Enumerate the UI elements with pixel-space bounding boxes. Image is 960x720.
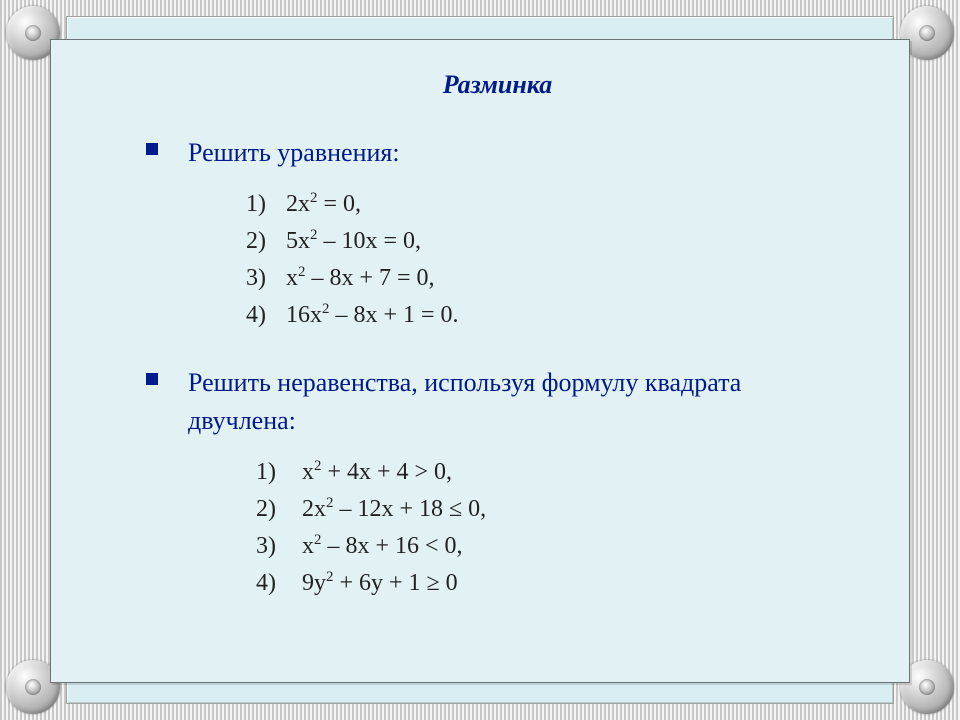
section-1-text: Решить уравнения: xyxy=(188,134,400,172)
bullet-icon xyxy=(146,373,158,385)
equation-row: 2) 5x2 – 10x = 0, xyxy=(246,223,849,260)
row-number: 3) xyxy=(246,260,274,297)
equation-row: 3) x2 – 8x + 16 < 0, xyxy=(256,528,849,565)
row-number: 1) xyxy=(256,454,284,491)
equation-list-1: 1) 2x2 = 0, 2) 5x2 – 10x = 0, 3) x2 – 8x… xyxy=(246,186,849,335)
row-number: 4) xyxy=(256,565,284,602)
row-number: 1) xyxy=(246,186,274,223)
equation-row: 3) x2 – 8x + 7 = 0, xyxy=(246,260,849,297)
section-2-text: Решить неравенства, используя формулу кв… xyxy=(188,364,849,439)
row-number: 2) xyxy=(246,223,274,260)
row-number: 2) xyxy=(256,491,284,528)
section-1: Решить уравнения: xyxy=(146,134,849,172)
slide-content: Разминка Решить уравнения: 1) 2x2 = 0, 2… xyxy=(50,39,910,683)
slide-title: Разминка xyxy=(146,70,849,100)
equation-row: 4) 16x2 – 8x + 1 = 0. xyxy=(246,297,849,334)
slide-frame: Разминка Решить уравнения: 1) 2x2 = 0, 2… xyxy=(66,16,894,704)
section-2: Решить неравенства, используя формулу кв… xyxy=(146,364,849,439)
equation-row: 4) 9y2 + 6y + 1 ≥ 0 xyxy=(256,565,849,602)
equation-row: 2) 2x2 – 12x + 18 ≤ 0, xyxy=(256,491,849,528)
row-number: 3) xyxy=(256,528,284,565)
equation-list-2: 1) x2 + 4x + 4 > 0, 2) 2x2 – 12x + 18 ≤ … xyxy=(256,454,849,603)
bullet-icon xyxy=(146,143,158,155)
equation-row: 1) x2 + 4x + 4 > 0, xyxy=(256,454,849,491)
background-panel: Разминка Решить уравнения: 1) 2x2 = 0, 2… xyxy=(0,0,960,720)
row-number: 4) xyxy=(246,297,274,334)
equation-row: 1) 2x2 = 0, xyxy=(246,186,849,223)
